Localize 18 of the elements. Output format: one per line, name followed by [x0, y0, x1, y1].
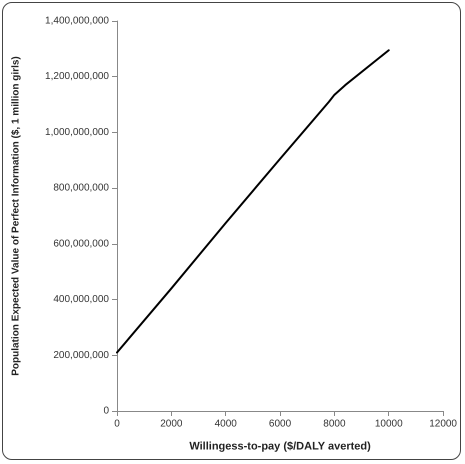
x-tick-label: 2000: [160, 418, 183, 430]
y-tick-label: 1,200,000,000: [45, 71, 110, 82]
x-tick-label: 10000: [374, 418, 404, 430]
x-tick-label: 8000: [323, 418, 346, 430]
x-tick-label: 6000: [268, 418, 292, 430]
y-tick-label: 0: [103, 406, 110, 416]
x-tick-label: 12000: [429, 418, 458, 430]
x-tick-label: 0: [114, 418, 120, 430]
y-tick-label: 800,000,000: [53, 182, 110, 194]
y-tick-label: 1,000,000,000: [45, 126, 110, 138]
y-tick-label: 200,000,000: [53, 350, 110, 361]
y-tick-label: 400,000,000: [53, 294, 110, 306]
y-tick-label: 1,400,000,000: [45, 16, 110, 26]
x-axis-title: Willingess-to-pay ($/DALY averted): [189, 440, 372, 452]
line-series: [116, 49, 390, 354]
y-tick-label: 600,000,000: [53, 238, 110, 250]
x-tick-label: 4000: [214, 418, 238, 430]
y-axis-title: Population Expected Value of Perfect Information ($, 1 million girls): [10, 56, 22, 376]
